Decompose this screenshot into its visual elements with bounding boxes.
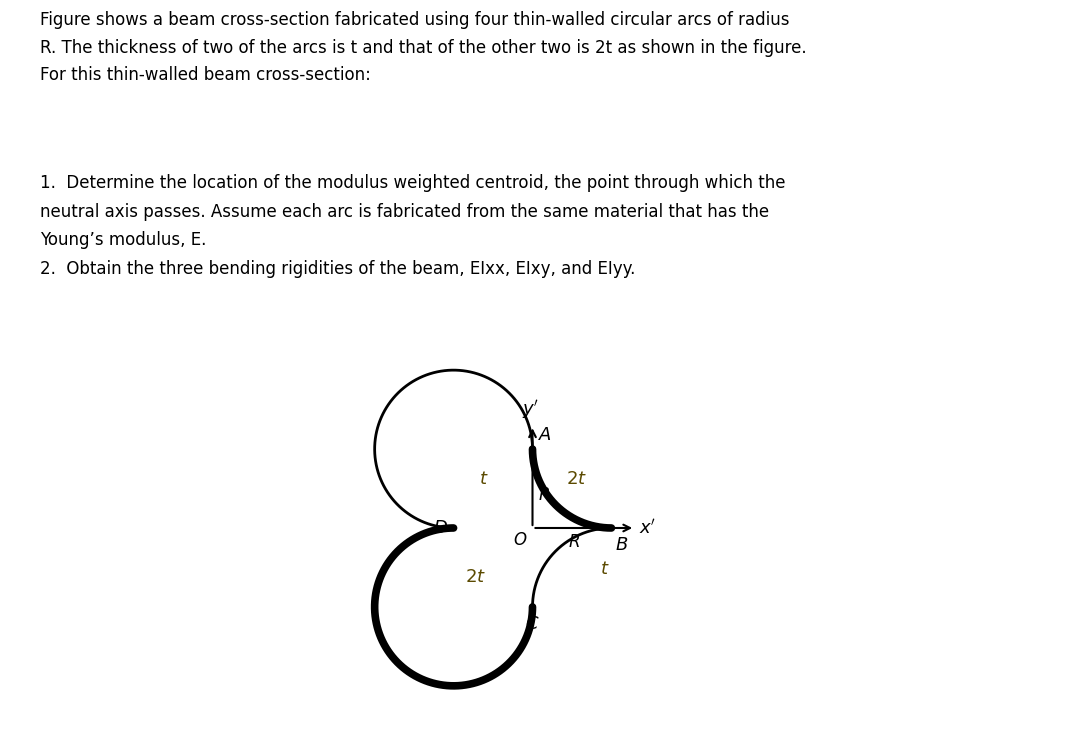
Text: $y'$: $y'$ <box>522 398 539 421</box>
Text: $A$: $A$ <box>538 426 552 444</box>
Text: $2t$: $2t$ <box>566 470 587 488</box>
Text: $B$: $B$ <box>615 536 628 554</box>
Text: $R$: $R$ <box>568 533 579 551</box>
Text: $R$: $R$ <box>538 486 550 503</box>
Text: Figure shows a beam cross-section fabricated using four thin-walled circular arc: Figure shows a beam cross-section fabric… <box>40 11 807 85</box>
Text: 1.  Determine the location of the modulus weighted centroid, the point through w: 1. Determine the location of the modulus… <box>40 174 786 277</box>
Text: $x'$: $x'$ <box>639 519 656 538</box>
Text: $2t$: $2t$ <box>465 568 487 586</box>
Text: $t$: $t$ <box>600 560 609 578</box>
Text: $C$: $C$ <box>525 615 540 633</box>
Text: $t$: $t$ <box>479 470 489 488</box>
Text: $D$: $D$ <box>433 519 448 537</box>
Text: $O$: $O$ <box>513 531 527 550</box>
